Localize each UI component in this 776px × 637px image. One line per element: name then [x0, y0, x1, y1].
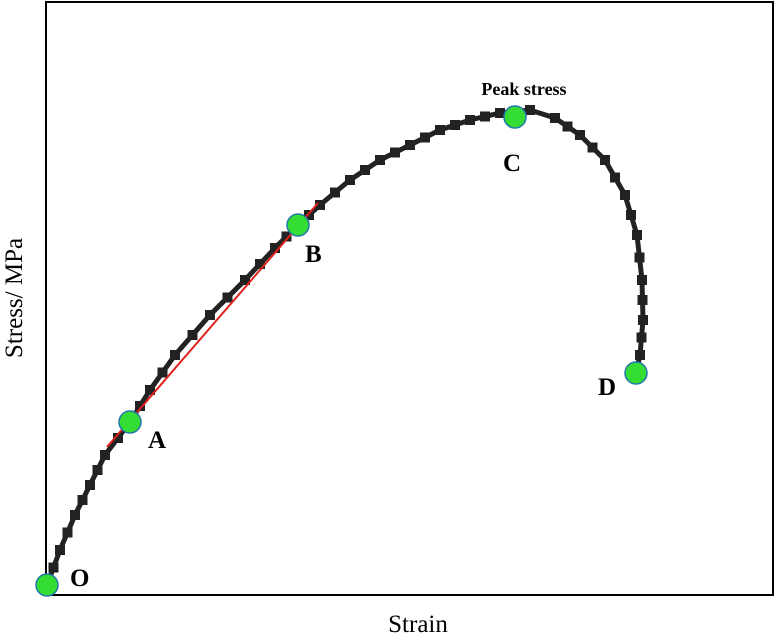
curve-marker	[360, 165, 370, 175]
curve-marker	[587, 142, 598, 153]
curve-marker	[135, 401, 145, 411]
curve-marker	[187, 330, 198, 340]
curve-marker	[145, 385, 155, 395]
curve-marker	[55, 545, 65, 555]
point-label: D	[598, 374, 616, 401]
curve-marker	[435, 125, 445, 135]
point-label: A	[148, 427, 166, 454]
curve-marker	[281, 231, 292, 242]
point-label: C	[503, 150, 521, 177]
curve-marker	[620, 190, 630, 200]
curve-marker	[77, 495, 88, 505]
tangent-line	[106, 202, 319, 448]
curve-marker	[205, 310, 215, 320]
curve-marker	[450, 120, 460, 130]
curve-marker	[113, 433, 123, 443]
curve-marker	[85, 480, 95, 490]
curve-marker	[255, 259, 265, 269]
point-label: B	[305, 241, 322, 268]
plot-frame	[45, 1, 774, 596]
curve-marker	[222, 292, 233, 303]
curve-marker	[562, 121, 573, 132]
curve-marker	[390, 147, 400, 158]
y-axis-label: Stress/ MPa	[1, 238, 28, 358]
curve-marker	[100, 450, 110, 460]
curve-marker	[575, 130, 585, 140]
curve-marker	[62, 527, 73, 538]
curve-marker	[635, 350, 645, 360]
x-axis-label: Strain	[388, 611, 448, 637]
curve-marker	[465, 115, 475, 125]
curve-marker	[240, 275, 250, 285]
curve-marker	[550, 113, 560, 123]
curve-marker	[330, 187, 340, 198]
curve-marker	[610, 172, 620, 183]
curve-marker	[634, 252, 645, 263]
curve-marker	[345, 175, 355, 185]
curve-marker	[270, 243, 280, 253]
point-marker	[35, 573, 59, 597]
curve-marker	[637, 275, 647, 285]
curve-marker	[92, 465, 103, 475]
point-marker	[624, 361, 648, 385]
curve-marker	[170, 350, 180, 360]
curve-marker	[626, 210, 636, 220]
curve-marker	[315, 200, 325, 210]
curve-marker	[304, 210, 314, 220]
curve-marker	[157, 367, 168, 378]
curve-marker	[405, 140, 415, 150]
peak-annotation: Peak stress	[481, 79, 566, 99]
curve-marker	[637, 295, 648, 305]
point-marker	[503, 105, 527, 129]
curve-marker	[48, 562, 59, 573]
curve-marker	[636, 332, 647, 343]
curve-marker	[70, 510, 80, 520]
curve-marker	[375, 155, 385, 165]
curve-marker	[638, 315, 648, 325]
curve-marker	[525, 105, 535, 115]
curve-marker	[600, 155, 610, 165]
curve-marker	[480, 111, 490, 122]
curve-marker	[420, 132, 430, 143]
point-label: O	[70, 565, 89, 592]
curve-marker	[495, 108, 505, 118]
point-marker	[286, 213, 310, 237]
point-marker	[118, 410, 142, 434]
curve-marker	[632, 230, 642, 240]
